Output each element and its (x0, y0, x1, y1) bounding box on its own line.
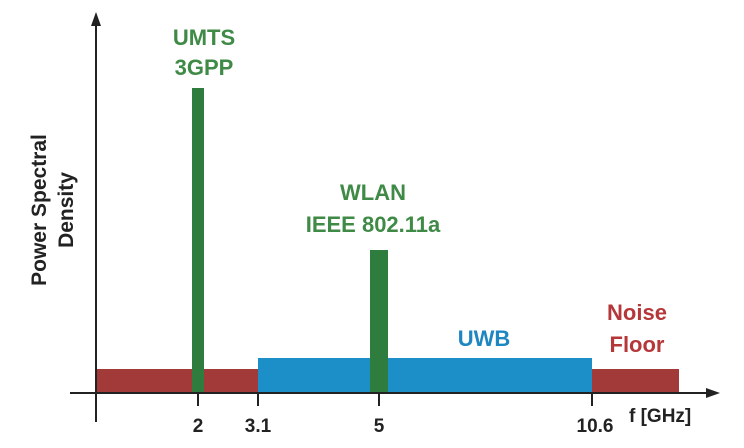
umts-label-line1: UMTS (173, 25, 235, 50)
y-axis-label-line1: Power Spectral (28, 134, 51, 286)
wlan-label-line1: WLAN (340, 180, 406, 205)
wlan-bar (370, 250, 388, 392)
tick-label-2: 2 (193, 416, 204, 437)
y-axis-label-line2: Density (55, 172, 78, 248)
umts-label-line2: 3GPP (175, 55, 234, 80)
wlan-label-line2: IEEE 802.11a (306, 212, 441, 237)
umts-bar (192, 88, 204, 392)
x-axis-label: f [GHz] (629, 406, 691, 427)
noise-floor-label-line1: Noise (607, 300, 667, 325)
tick-label-5: 5 (374, 416, 385, 437)
uwb-label: UWB (458, 326, 511, 351)
y-axis-arrow-icon (91, 12, 101, 26)
uwb-band (258, 358, 592, 392)
tick-label-10-6: 10.6 (577, 416, 614, 437)
noise-floor-label-line2: Floor (610, 332, 665, 357)
tick-label-3-1: 3.1 (245, 416, 272, 437)
x-axis-arrow-icon (706, 388, 720, 398)
